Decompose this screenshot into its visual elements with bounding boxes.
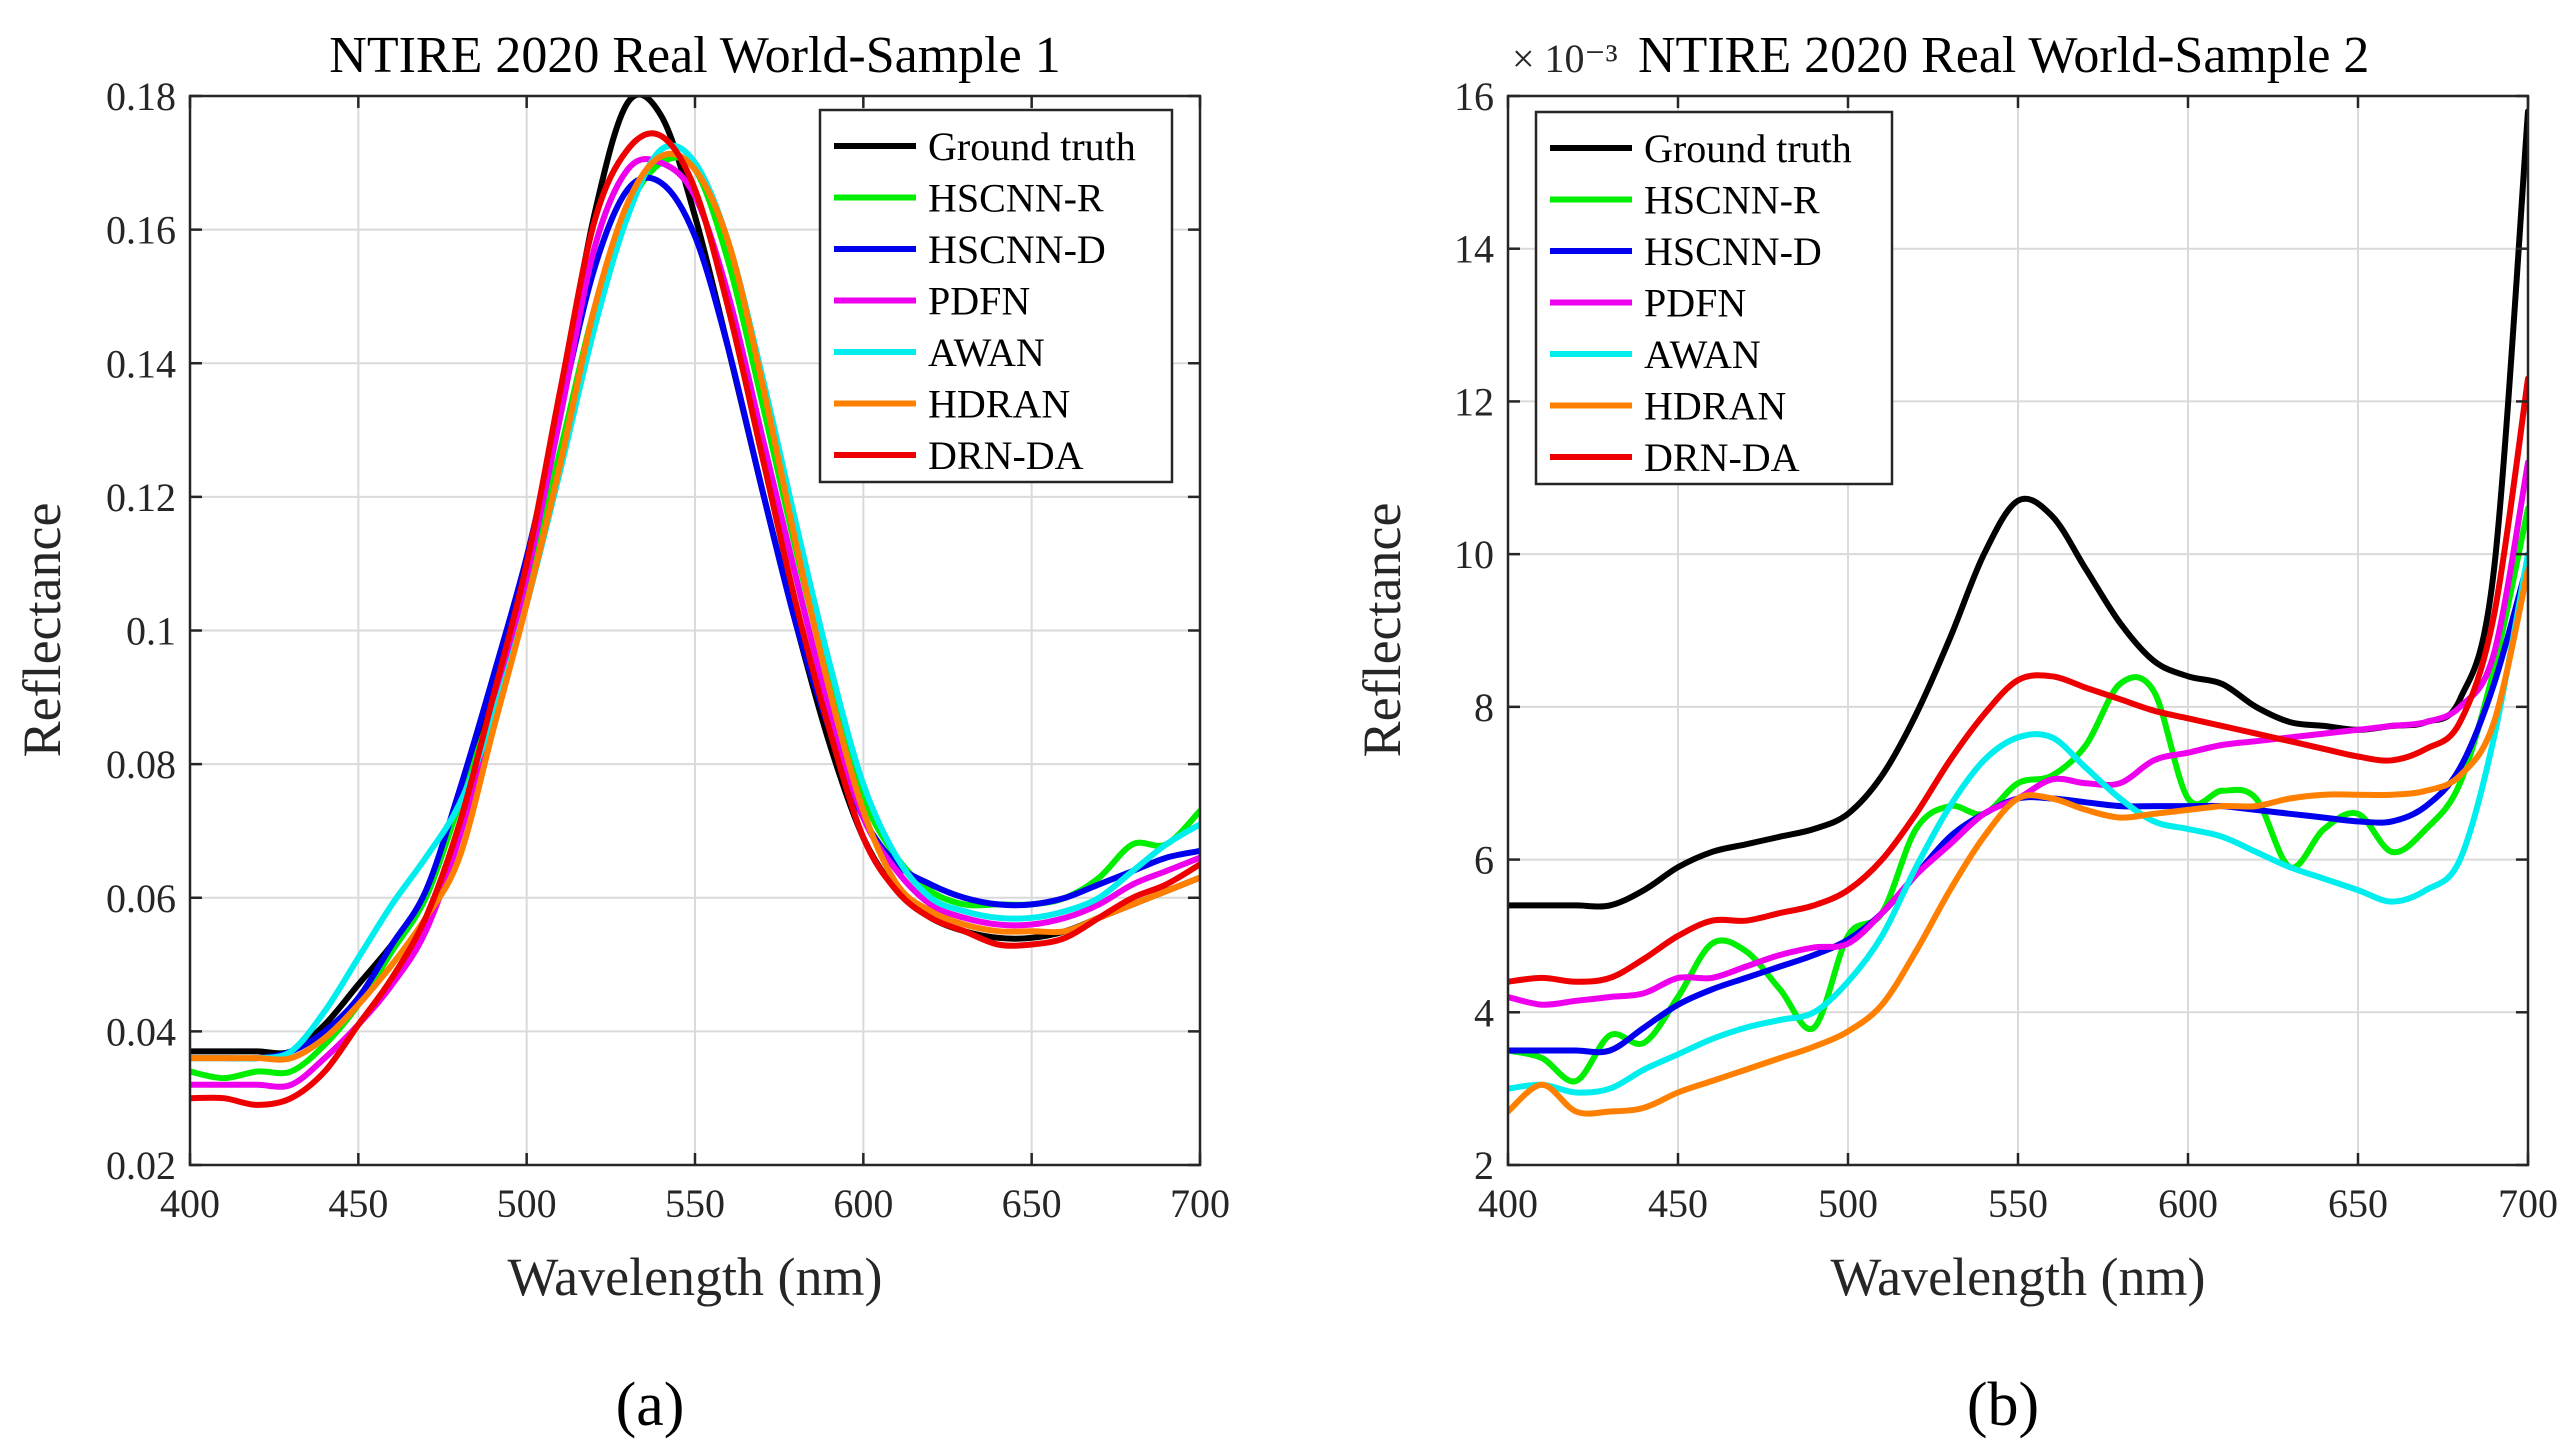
x-tick-label: 500 xyxy=(1818,1181,1878,1226)
y-tick-label: 0.08 xyxy=(106,742,176,787)
y-tick-label: 0.12 xyxy=(106,475,176,520)
series-line-hscnn-r xyxy=(1508,505,2528,1085)
legend-entry-label: HSCNN-D xyxy=(928,227,1106,272)
chart-title: NTIRE 2020 Real World-Sample 1 xyxy=(329,27,1060,84)
panel-label: (b) xyxy=(1967,1371,2039,1439)
legend-entry-label: HSCNN-R xyxy=(928,176,1104,221)
y-tick-label: 0.02 xyxy=(106,1143,176,1188)
y-tick-label: 4 xyxy=(1474,990,1494,1035)
chart-panel-b: 400 450 500 550 600 650 700 2 4 6 8 10 12 14 16 NTIRE … xyxy=(1352,27,2558,1439)
legend-entry-label: PDFN xyxy=(928,279,1030,324)
gridlines xyxy=(190,96,1200,1165)
x-tick-label: 450 xyxy=(1648,1181,1708,1226)
y-exponent-label: × 10⁻³ xyxy=(1512,36,1618,81)
y-tick-label: 2 xyxy=(1474,1143,1494,1188)
y-tick-label: 14 xyxy=(1454,227,1494,272)
panel-label: (a) xyxy=(616,1371,685,1439)
x-tick-label: 650 xyxy=(1002,1181,1062,1226)
x-tick-label: 550 xyxy=(1988,1181,2048,1226)
series-lines xyxy=(1508,108,2528,1117)
legend-entry-label: Ground truth xyxy=(1644,126,1852,171)
legend-entry-label: AWAN xyxy=(1644,332,1761,377)
axis-ticks: 400 450 500 550 600 650 700 0.02 0.04 0.06 0.08 0.1… xyxy=(106,74,1230,1226)
y-axis-label: Reflectance xyxy=(1352,503,1412,758)
series-line-hdran xyxy=(190,150,1200,1063)
y-tick-label: 0.04 xyxy=(106,1009,176,1054)
y-tick-label: 0.14 xyxy=(106,341,176,386)
legend-entry-label: HSCNN-R xyxy=(1644,178,1820,223)
legend: Ground truth HSCNN-R HSCNN-D PDFN AWAN HDRAN D… xyxy=(1534,110,1894,486)
legend-box xyxy=(1534,110,1894,486)
x-tick-label: 500 xyxy=(497,1181,557,1226)
legend-box xyxy=(818,108,1174,484)
x-tick-label: 600 xyxy=(833,1181,893,1226)
legend-entry-label: HSCNN-D xyxy=(1644,229,1822,274)
series-line-awan xyxy=(1508,551,2528,1096)
y-tick-label: 6 xyxy=(1474,838,1494,883)
y-tick-label: 0.1 xyxy=(126,609,176,654)
legend-entry-label: HDRAN xyxy=(1644,384,1786,429)
legend-entry-label: PDFN xyxy=(1644,281,1746,326)
chart-title: NTIRE 2020 Real World-Sample 2 xyxy=(1638,27,2369,84)
chart-panel-a: 400 450 500 550 600 650 700 0.02 0.04 0.06 0.08 0.1… xyxy=(12,27,1230,1439)
y-tick-label: 0.18 xyxy=(106,74,176,119)
x-tick-label: 400 xyxy=(1478,1181,1538,1226)
y-tick-label: 12 xyxy=(1454,379,1494,424)
y-tick-label: 8 xyxy=(1474,685,1494,730)
x-tick-label: 650 xyxy=(2328,1181,2388,1226)
series-line-pdfn xyxy=(1508,459,2528,1008)
x-axis-label: Wavelength (nm) xyxy=(507,1247,882,1307)
y-tick-label: 0.16 xyxy=(106,208,176,253)
series-line-hscnn-d xyxy=(190,174,1200,1062)
axis-ticks: 400 450 500 550 600 650 700 2 4 6 8 10 12 14 16 xyxy=(1454,74,2558,1226)
y-tick-label: 16 xyxy=(1454,74,1494,119)
legend-entry-label: AWAN xyxy=(928,330,1045,375)
series-line-drn-da xyxy=(190,130,1200,1108)
legend-entry-label: DRN-DA xyxy=(928,433,1084,478)
x-tick-label: 700 xyxy=(2498,1181,2558,1226)
series-line-hdran xyxy=(1508,566,2528,1117)
x-tick-label: 450 xyxy=(328,1181,388,1226)
series-line-awan xyxy=(190,142,1200,1062)
legend-entry-label: Ground truth xyxy=(928,124,1136,169)
legend: Ground truth HSCNN-R HSCNN-D PDFN AWAN HDRAN D… xyxy=(818,108,1174,484)
x-tick-label: 600 xyxy=(2158,1181,2218,1226)
series-line-drn-da xyxy=(1508,375,2528,985)
x-tick-label: 400 xyxy=(160,1181,220,1226)
y-tick-label: 0.06 xyxy=(106,876,176,921)
x-tick-label: 550 xyxy=(665,1181,725,1226)
x-axis-label: Wavelength (nm) xyxy=(1830,1247,2205,1307)
y-axis-label: Reflectance xyxy=(12,503,72,758)
series-lines xyxy=(190,96,1200,1108)
x-tick-label: 700 xyxy=(1170,1181,1230,1226)
legend-entry-label: HDRAN xyxy=(928,382,1070,427)
legend-entry-label: DRN-DA xyxy=(1644,435,1800,480)
y-tick-label: 10 xyxy=(1454,532,1494,577)
